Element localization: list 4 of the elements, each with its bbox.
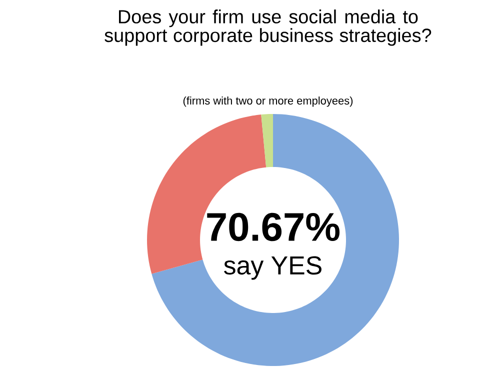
text: say YES [224,256,322,280]
text: 70.67% [207,212,340,242]
chart-title: Does your firm use social media to support corporate business strategies? [104,10,432,46]
chart-subtitle: (firms with two or more employees) [183,96,353,107]
